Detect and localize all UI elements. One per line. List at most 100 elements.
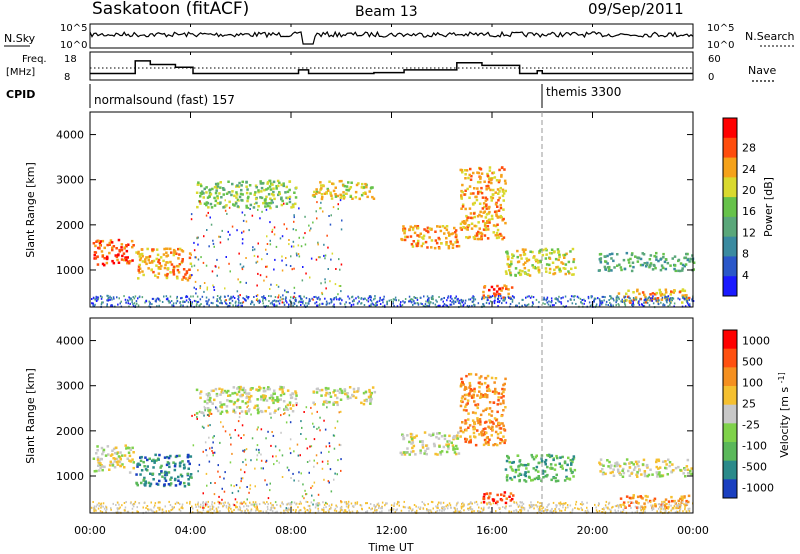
freq-trace: [90, 60, 693, 75]
colorbar-tick-28: 28: [742, 142, 756, 155]
velocity-colorbar-label: Velocity [m s -1]: [777, 372, 792, 458]
freq-label-2: [MHz]: [6, 67, 35, 78]
power-ylabel: Slant Range [km]: [24, 162, 37, 258]
power-panel: 1000 2000 3000 4000 Slant Range [km]: [24, 111, 696, 309]
power-echo-region-2: [135, 247, 193, 282]
velocity-echoes: [90, 372, 694, 515]
colorbar-tick-1000: 1000: [742, 335, 770, 348]
nsearch-tick-bottom: 10^0: [707, 40, 734, 51]
freq-strip: Freq. [MHz] 18 8 60 0 Nave: [6, 51, 776, 83]
colorbar-swatch: [723, 348, 737, 368]
colorbar-tick-500: 500: [742, 356, 763, 369]
cpid-row: CPID normalsound (fast) 157 themis 3300: [6, 84, 621, 108]
colorbar-swatch: [723, 177, 737, 198]
nsky-label: N.Sky: [4, 32, 36, 45]
freq-tick-top: 18: [64, 54, 77, 65]
colorbar-swatch: [723, 118, 737, 139]
velocity-echo-region-1: [92, 444, 135, 474]
colorbar-tick-4: 4: [742, 269, 749, 282]
freq-label-1: Freq.: [22, 54, 47, 65]
time-axis: 00:00 04:00 08:00 12:00 16:00 20:00 00:00: [74, 24, 709, 537]
colorbar-tick-24: 24: [742, 163, 756, 176]
power-echoes: [91, 166, 696, 309]
velocity-echo-region-5: [399, 431, 461, 456]
power-echo-region-3: [195, 179, 298, 210]
xtick-0: 00:00: [74, 524, 106, 537]
power-ytick-2000: 2000: [56, 219, 84, 232]
power-ytick-3000: 3000: [56, 174, 84, 187]
colorbar-tick-12: 12: [742, 226, 756, 239]
velocity-ytick-2000: 2000: [56, 425, 84, 438]
velocity-echo-region-3: [195, 385, 298, 415]
velocity-ytick-4000: 4000: [56, 335, 84, 348]
colorbar-tick-20: 20: [742, 184, 756, 197]
nsky-tick-bottom: 10^0: [60, 40, 87, 51]
velocity-echo-region-8: [504, 453, 577, 483]
cpid-label: CPID: [6, 88, 35, 101]
nsearch-label: N.Search: [745, 30, 795, 43]
power-echo-region-1: [92, 238, 135, 267]
xtick-5: 20:00: [577, 524, 609, 537]
xtick-3: 12:00: [376, 524, 408, 537]
cpid-segment-2: themis 3300: [546, 85, 621, 99]
colorbar-tick-8: 8: [742, 248, 749, 261]
colorbar-swatch: [723, 197, 737, 218]
colorbar-swatch: [723, 479, 737, 499]
nsky-strip: N.Sky 10^5 10^0 10^5 10^0 N.Search: [4, 23, 796, 51]
colorbar-swatch: [723, 367, 737, 387]
velocity-echo-region-4: [312, 386, 377, 407]
nsearch-tick-top: 10^5: [707, 23, 734, 34]
power-ytick-4000: 4000: [56, 129, 84, 142]
power-echo-region-4: [311, 179, 376, 201]
date-title: 09/Sep/2011: [588, 0, 684, 18]
colorbar-tick--25: -25: [742, 419, 760, 432]
nsky-tick-top: 10^5: [60, 23, 87, 34]
nave-tick-top: 60: [708, 54, 721, 65]
colorbar-swatch: [723, 404, 737, 424]
velocity-echo-region-9: [598, 458, 693, 478]
xtick-6: 00:00: [677, 524, 709, 537]
power-colorbar: 4 8 12 16 20 24 28 Power [dB]: [722, 117, 775, 297]
velocity-ytick-3000: 3000: [56, 380, 84, 393]
velocity-echo-region-2: [135, 453, 193, 488]
colorbar-swatch: [723, 423, 737, 443]
colorbar-swatch: [723, 330, 737, 350]
velocity-echo-region-7: [482, 491, 515, 505]
velocity-echo-region-6: [459, 372, 507, 447]
power-colorbar-label: Power [dB]: [762, 177, 775, 237]
colorbar-swatch: [723, 276, 737, 297]
xtick-2: 08:00: [275, 524, 307, 537]
power-echo-region-5: [400, 224, 461, 250]
freq-tick-bottom: 8: [64, 72, 70, 83]
power-echo-region-6: [459, 166, 507, 241]
power-ytick-1000: 1000: [56, 264, 84, 277]
colorbar-tick--100: -100: [742, 440, 767, 453]
nave-tick-bottom: 0: [708, 72, 714, 83]
xtick-4: 16:00: [476, 524, 508, 537]
colorbar-tick-16: 16: [742, 205, 756, 218]
xtick-1: 04:00: [175, 524, 207, 537]
velocity-ytick-1000: 1000: [56, 470, 84, 483]
colorbar-swatch: [723, 460, 737, 480]
velocity-colorbar: 1000 500 100 25 -25 -100 -500 -1000 Velocity [m…: [722, 329, 792, 499]
cpid-segment-1: normalsound (fast) 157: [94, 93, 235, 107]
velocity-panel: 1000 2000 3000 4000 Slant Range [km]: [24, 317, 694, 515]
colorbar-tick--1000: -1000: [742, 482, 774, 495]
colorbar-swatch: [723, 157, 737, 178]
colorbar-swatch: [723, 216, 737, 238]
power-echo-region-9: [597, 251, 696, 273]
velocity-ylabel: Slant Range [km]: [24, 368, 37, 464]
colorbar-tick-25: 25: [742, 398, 756, 411]
power-echo-region-8: [504, 247, 577, 277]
power-echo-region-10: [617, 288, 691, 304]
colorbar-swatch: [723, 442, 737, 462]
power-near-range-band: [91, 198, 695, 309]
colorbar-swatch: [723, 256, 737, 277]
colorbar-swatch: [723, 386, 737, 406]
colorbar-swatch: [723, 236, 737, 257]
colorbar-tick-100: 100: [742, 377, 763, 390]
nave-label: Nave: [748, 64, 776, 77]
nsky-trace: [89, 30, 694, 45]
beam-title: Beam 13: [355, 4, 418, 20]
